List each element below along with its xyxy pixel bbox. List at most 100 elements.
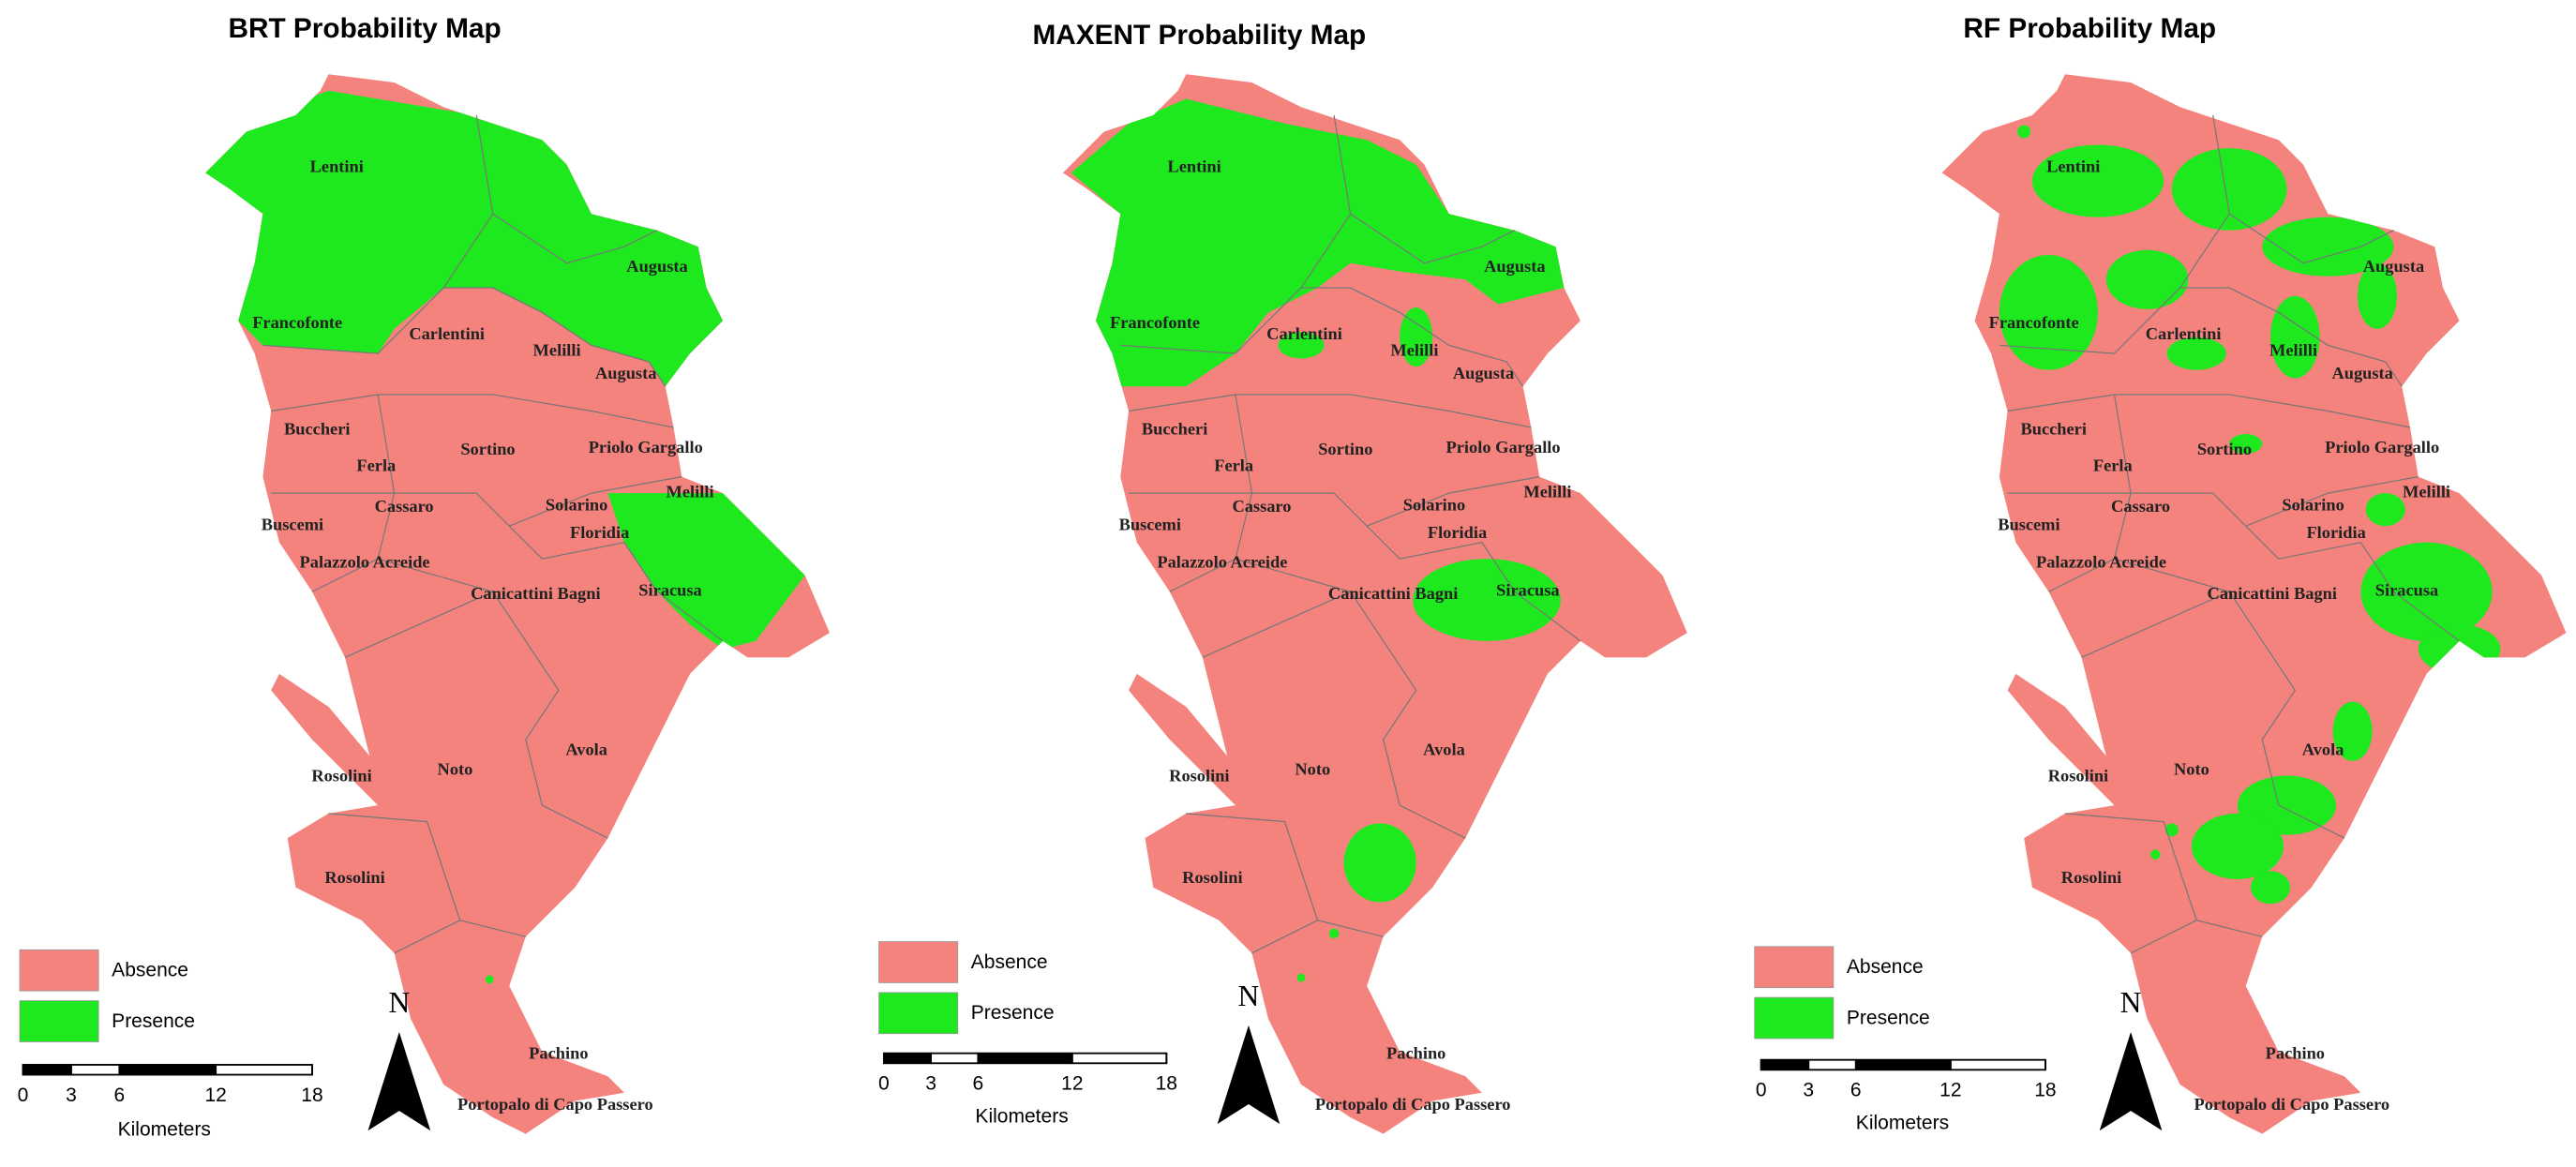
map-title: RF Probability Map [1963, 13, 2216, 44]
place-label: Buscemi [1119, 515, 1181, 533]
place-label: Siracusa [2375, 580, 2438, 599]
legend-swatch [19, 949, 99, 992]
scale-tick-label: 6 [1850, 1080, 1862, 1101]
place-label: Carlentini [409, 324, 485, 343]
place-label: Canicattini Bagni [471, 584, 600, 603]
scale-tick-label: 0 [1756, 1080, 1767, 1101]
place-label: Canicattini Bagni [2208, 584, 2337, 603]
place-label: Francofonte [1989, 313, 2079, 332]
scale-unit: Kilometers [1856, 1113, 1949, 1134]
place-label: Floridia [1428, 523, 1487, 542]
legend-swatch [1754, 946, 1835, 989]
north-label: N [388, 986, 410, 1019]
scale-tick-label: 18 [301, 1085, 322, 1106]
place-label: Rosolini [2061, 868, 2121, 887]
place-label: Sortino [1318, 440, 1372, 458]
maxent-map: Lentini Augusta Francofonte Carlentini Melil… [1062, 74, 1687, 1134]
place-label: Buscemi [1998, 515, 2059, 533]
place-label: Canicattini Bagni [1328, 584, 1458, 603]
scale-segment [22, 1064, 72, 1076]
legend-label: Absence [1847, 956, 1924, 978]
scale-segment [215, 1064, 313, 1076]
north-label: N [2120, 986, 2142, 1019]
place-label: Noto [2174, 760, 2209, 779]
scale-segment [977, 1052, 1073, 1065]
scale-segment [1760, 1058, 1810, 1071]
legend-label: Presence [112, 1010, 195, 1032]
place-label: Portopalo di Capo Passero [2194, 1095, 2390, 1114]
place-label: Lentini [1167, 157, 1221, 175]
legend-swatch [878, 941, 959, 983]
place-label: Rosolini [1169, 767, 1229, 785]
place-label: Melilli [1390, 341, 1438, 360]
place-label: Priolo Gargallo [589, 438, 703, 456]
place-label: Priolo Gargallo [1446, 438, 1561, 456]
brt-map: Lentini Augusta Francofonte Carlentini Melil… [205, 74, 831, 1134]
scale-segment [882, 1052, 932, 1065]
place-label: Siracusa [638, 580, 701, 599]
place-label: Augusta [595, 364, 656, 382]
place-label: Buscemi [262, 515, 323, 533]
place-label: Lentini [310, 157, 364, 175]
legend-label: Presence [971, 1002, 1055, 1024]
place-label: Rosolini [1182, 868, 1242, 887]
place-label: Lentini [2046, 157, 2100, 175]
scale-tick-label: 6 [973, 1073, 984, 1095]
place-label: Solarino [2282, 495, 2344, 514]
place-label: Melilli [666, 482, 714, 501]
place-label: Priolo Gargallo [2325, 438, 2439, 456]
place-label: Carlentini [1266, 324, 1342, 343]
scale-tick-label: 6 [114, 1085, 126, 1106]
place-label: Rosolini [311, 767, 371, 785]
scale-segment [118, 1064, 217, 1076]
legend-label: Presence [1847, 1007, 1930, 1028]
place-label: Buccheri [1142, 420, 1207, 439]
scale-segment [930, 1052, 980, 1065]
north-arrow [1217, 1025, 1281, 1125]
scale-tick-label: 18 [2034, 1080, 2056, 1101]
scale-tick-label: 12 [1061, 1073, 1083, 1095]
scale-segment [70, 1064, 121, 1076]
scale-tick-label: 12 [204, 1085, 226, 1106]
legend-swatch [1754, 996, 1835, 1040]
place-label: Francofonte [1110, 313, 1200, 332]
place-label: Ferla [1214, 456, 1253, 474]
north-label: N [1238, 980, 1260, 1012]
place-label: Augusta [626, 257, 687, 276]
place-label: Francofonte [252, 313, 342, 332]
scale-tick-label: 3 [66, 1085, 77, 1106]
place-label: Augusta [2363, 257, 2424, 276]
place-label: Palazzolo Acreide [300, 553, 430, 572]
place-label: Floridia [2306, 523, 2365, 542]
place-label: Pachino [2266, 1044, 2325, 1063]
place-label: Melilli [2403, 482, 2450, 501]
scale-tick-label: 0 [18, 1085, 29, 1106]
scale-segment [1807, 1058, 1857, 1071]
place-label: Pachino [529, 1044, 588, 1063]
place-label: Avola [1423, 740, 1465, 758]
legend-label: Absence [112, 960, 188, 981]
legend-swatch [878, 992, 959, 1035]
place-label: Solarino [546, 495, 607, 514]
place-label: Cassaro [2111, 497, 2170, 516]
place-label: Melilli [1523, 482, 1571, 501]
place-label: Ferla [2093, 456, 2133, 474]
scale-segment [1854, 1058, 1952, 1071]
scale-tick-label: 18 [1156, 1073, 1177, 1095]
legend-label: Absence [971, 951, 1048, 973]
place-label: Noto [1295, 760, 1330, 779]
place-label: Augusta [1453, 364, 1514, 382]
place-label: Palazzolo Acreide [1157, 553, 1287, 572]
north-arrow [367, 1031, 431, 1131]
place-label: Floridia [570, 523, 629, 542]
place-label: Sortino [460, 440, 515, 458]
map-title: BRT Probability Map [228, 13, 501, 44]
place-label: Buccheri [284, 420, 350, 439]
scale-segment [1949, 1058, 2046, 1071]
place-label: Avola [565, 740, 607, 758]
place-label: Solarino [1403, 495, 1465, 514]
presence-areas [1071, 98, 1565, 982]
scale-unit: Kilometers [975, 1106, 1068, 1128]
